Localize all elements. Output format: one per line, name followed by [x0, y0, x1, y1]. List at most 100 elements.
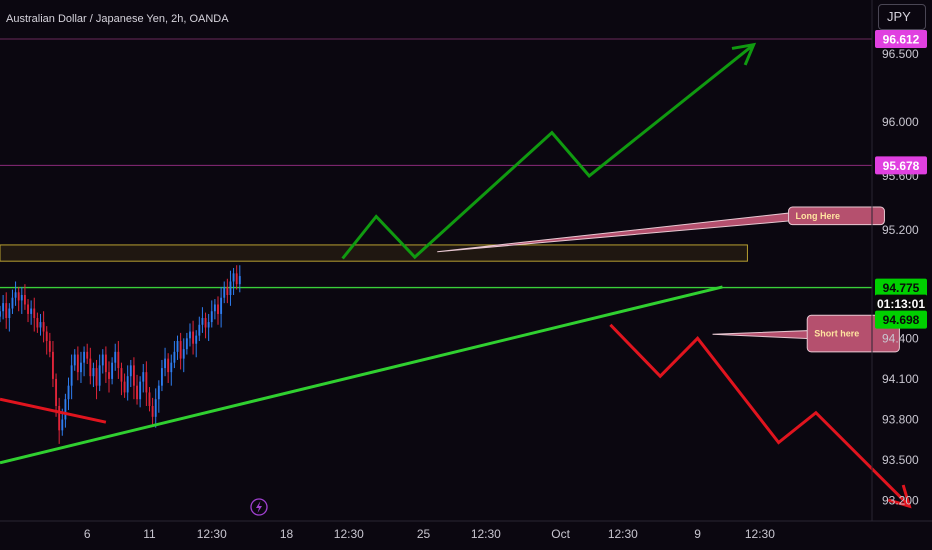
candle-body: [136, 385, 138, 400]
lightning-icon[interactable]: [250, 498, 268, 516]
target-high-badge-label: 96.612: [883, 32, 920, 46]
candle-body: [108, 372, 110, 379]
candle-body: [104, 354, 107, 373]
candle-body: [201, 318, 204, 325]
candle-body: [45, 331, 48, 342]
currency-button[interactable]: JPY: [878, 4, 926, 30]
candle-body: [126, 376, 129, 393]
countdown-badge-label: 01:13:01: [877, 297, 925, 311]
candle-body: [17, 292, 20, 301]
candle-body: [170, 362, 173, 373]
candle-body: [151, 405, 154, 417]
ascending-trendline: [0, 285, 723, 465]
candle-body: [164, 358, 166, 369]
candle-body: [89, 358, 92, 377]
candle-body: [123, 381, 126, 393]
price-tick-label: 96.000: [882, 115, 919, 129]
candle-body: [161, 368, 163, 386]
candle-body: [11, 297, 14, 309]
candle-body: [223, 286, 226, 298]
candle-body: [229, 281, 232, 296]
price-tick-label: 95.200: [882, 223, 919, 237]
candle-body: [23, 295, 26, 305]
supply-zone: [0, 244, 748, 262]
candle-body: [204, 318, 207, 328]
candle-body: [36, 318, 39, 328]
candle-body: [55, 378, 57, 406]
candle-body: [95, 368, 98, 386]
target-high-badge: [875, 29, 927, 48]
candle-body: [70, 365, 73, 386]
candle-body: [39, 322, 42, 328]
candle-body: [64, 399, 67, 420]
prev-price-badge: [875, 310, 927, 329]
price-tick-label: 93.200: [882, 494, 919, 508]
candle-body: [42, 322, 45, 332]
candle-body: [217, 304, 219, 314]
candle-body: [67, 385, 70, 400]
candle-body: [30, 308, 33, 314]
candle-body: [182, 349, 185, 359]
price-badges: 96.612 95.678 94.775 01:13:01 94.698: [875, 29, 927, 329]
time-tick-label: 12:30: [334, 527, 364, 541]
target-mid-badge-label: 95.678: [883, 159, 920, 173]
candle-body: [27, 304, 29, 314]
time-tick-label: 11: [143, 527, 156, 541]
candle-body: [179, 341, 182, 359]
descending-trendline: [0, 397, 107, 424]
candle-body: [83, 351, 86, 363]
candle-body: [129, 365, 132, 377]
time-tick-label: 25: [417, 527, 431, 541]
target-mid-badge: [875, 156, 927, 175]
price-tick-label: 93.800: [882, 413, 919, 427]
time-tick-label: Oct: [551, 527, 570, 541]
candle-body: [8, 308, 11, 319]
candle-body: [173, 351, 176, 363]
time-tick-label: 9: [694, 527, 701, 541]
arrow-head: [731, 42, 757, 66]
drawings: [0, 42, 912, 509]
candle-body: [58, 405, 61, 431]
green-projection-path: [341, 43, 755, 260]
candle-body: [33, 308, 36, 319]
candle-body: [226, 286, 229, 296]
candle-body: [20, 295, 23, 301]
candle-body: [142, 372, 145, 382]
red-projection-path: [609, 323, 911, 508]
long-here-callout-box: [788, 206, 885, 226]
candle-body: [210, 311, 213, 323]
candle-body: [98, 365, 101, 386]
candle-body: [73, 354, 76, 366]
long-here-callout-text: Long Here: [796, 211, 841, 221]
candle-body: [48, 341, 51, 352]
candle-body: [132, 365, 135, 386]
last-price-badge-label: 94.775: [883, 281, 920, 295]
candle-body: [101, 354, 104, 366]
time-tick-label: 12:30: [197, 527, 227, 541]
candle-body: [167, 358, 170, 373]
price-tick-label: 93.500: [882, 453, 919, 467]
candle-body: [14, 292, 17, 298]
time-tick-label: 12:30: [471, 527, 501, 541]
candle-body: [80, 362, 82, 373]
countdown-badge: [875, 294, 927, 313]
candle-body: [76, 354, 79, 373]
candle-body: [145, 372, 148, 393]
time-axis: 6 11 12:30 18 12:30 25 12:30 Oct 12:30 9 12:30: [84, 527, 775, 541]
candle-body: [86, 351, 89, 359]
time-tick-label: 12:30: [608, 527, 638, 541]
candle-body: [2, 303, 5, 312]
candle-body: [235, 273, 238, 285]
candle-body: [117, 351, 120, 369]
candle-body: [238, 276, 241, 285]
arrow-head: [887, 484, 912, 509]
candle-body: [185, 338, 188, 350]
candle-body: [198, 324, 201, 336]
candle-body: [207, 322, 210, 328]
candle-body: [195, 335, 198, 344]
chart-title: Australian Dollar / Japanese Yen, 2h, OA…: [6, 13, 229, 25]
candle-body: [154, 399, 157, 417]
candle-body: [120, 368, 123, 382]
